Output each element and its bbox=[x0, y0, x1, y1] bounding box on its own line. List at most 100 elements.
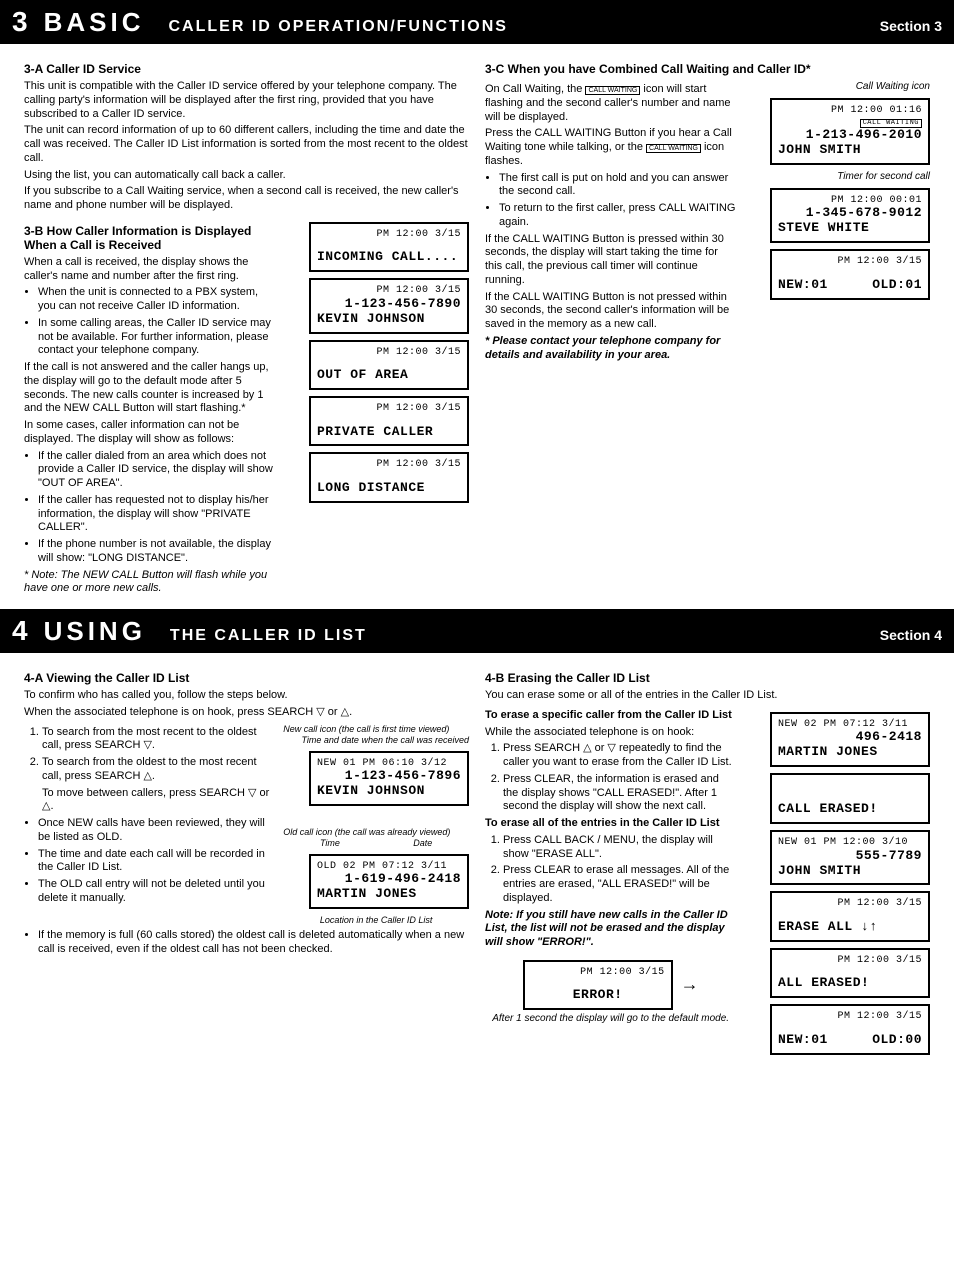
list-item: Press SEARCH △ or ▽ repeatedly to find t… bbox=[503, 742, 736, 770]
text: You can erase some or all of the entries… bbox=[485, 689, 930, 703]
list-item: If the caller has requested not to displ… bbox=[38, 494, 275, 535]
caption: Call Waiting icon bbox=[744, 81, 930, 92]
lcd-new-old-counter: PM 12:00 3/15 NEW:01 OLD:01 bbox=[770, 249, 930, 299]
lcd-name: MARTIN JONES bbox=[778, 745, 922, 760]
list-item: If the caller dialed from an area which … bbox=[38, 450, 275, 491]
caption: Location in the Caller ID List bbox=[283, 915, 469, 925]
heading-3b: 3-B How Caller Information is Displayed … bbox=[24, 224, 275, 252]
section-3-content: 3-A Caller ID Service This unit is compa… bbox=[0, 44, 954, 609]
lcd-number: 1-619-496-2418 bbox=[317, 872, 461, 887]
list-item: The OLD call entry will not be deleted u… bbox=[38, 878, 275, 906]
section-4-header: 4 USING THE CALLER ID LIST Section 4 bbox=[0, 609, 954, 653]
lcd-caller-info: PM 12:00 3/15 1-123-456-7890 KEVIN JOHNS… bbox=[309, 278, 469, 333]
text: On Call Waiting, the CALL WAITING icon w… bbox=[485, 83, 736, 124]
list-item: Press CLEAR, the information is erased a… bbox=[503, 773, 736, 814]
lcd-name: KEVIN JOHNSON bbox=[317, 784, 461, 799]
lcd-name: JOHN SMITH bbox=[778, 864, 922, 879]
lcd-top: PM 12:00 3/15 bbox=[778, 955, 922, 967]
section-3-left-col: 3-A Caller ID Service This unit is compa… bbox=[16, 54, 477, 599]
lcd-number: 1-123-456-7896 bbox=[317, 769, 461, 784]
text: To confirm who has called you, follow th… bbox=[24, 689, 469, 703]
lcd-top: PM 12:00 3/15 bbox=[778, 256, 922, 268]
lcd-line: OUT OF AREA bbox=[317, 368, 461, 383]
text: While the associated telephone is on hoo… bbox=[485, 726, 736, 740]
lcd-line: INCOMING CALL.... bbox=[317, 250, 461, 265]
heading-4a: 4-A Viewing the Caller ID List bbox=[24, 671, 469, 685]
text: When the associated telephone is on hook… bbox=[24, 706, 469, 720]
text: Using the list, you can automatically ca… bbox=[24, 169, 469, 183]
lcd-erase-target: NEW 02 PM 07:12 3/11 496-2418 MARTIN JON… bbox=[770, 712, 930, 767]
section-title: BASIC bbox=[44, 7, 145, 38]
lcd-long-distance: PM 12:00 3/15 LONG DISTANCE bbox=[309, 452, 469, 502]
lcd-incoming-call: PM 12:00 3/15 INCOMING CALL.... bbox=[309, 222, 469, 272]
text: If the call is not answered and the call… bbox=[24, 361, 275, 416]
list-item: To search from the most recent to the ol… bbox=[42, 726, 275, 754]
section-label: Section 4 bbox=[880, 627, 942, 643]
caption: Date bbox=[413, 838, 432, 848]
lcd-name: MARTIN JONES bbox=[317, 887, 461, 902]
lcd-top: PM 12:00 3/15 bbox=[778, 898, 922, 910]
list-item: To search from the oldest to the most re… bbox=[42, 756, 275, 784]
list-item: The time and date each call will be reco… bbox=[38, 848, 275, 876]
heading-3a: 3-A Caller ID Service bbox=[24, 62, 469, 76]
section-3-right-col: 3-C When you have Combined Call Waiting … bbox=[477, 54, 938, 599]
lcd-line: LONG DISTANCE bbox=[317, 481, 461, 496]
section-number: 4 bbox=[12, 615, 28, 647]
arrow-right-icon: → bbox=[681, 974, 699, 995]
subheading: To erase a specific caller from the Call… bbox=[485, 709, 736, 723]
text: If the CALL WAITING Button is pressed wi… bbox=[485, 233, 736, 288]
text: Press the CALL WAITING Button if you hea… bbox=[485, 127, 736, 168]
lcd-number: 555-7789 bbox=[778, 849, 922, 864]
caption: Timer for second call bbox=[744, 171, 930, 182]
lcd-old: OLD:00 bbox=[872, 1033, 922, 1048]
caption: Time and date when the call was received bbox=[283, 735, 469, 745]
heading-3c: 3-C When you have Combined Call Waiting … bbox=[485, 62, 930, 76]
list-item: Press CLEAR to erase all messages. All o… bbox=[503, 864, 736, 905]
section-subtitle: CALLER ID OPERATION/FUNCTIONS bbox=[168, 18, 879, 36]
text: To move between callers, press SEARCH ▽ … bbox=[42, 787, 275, 815]
caption: Time bbox=[320, 838, 340, 848]
subheading: To erase all of the entries in the Calle… bbox=[485, 817, 736, 831]
error-sequence: PM 12:00 3/15 ERROR! → After 1 second th… bbox=[485, 960, 736, 1026]
lcd-call-waiting-1: PM 12:00 01:16 CALL WAITING 1-213-496-20… bbox=[770, 98, 930, 165]
list-item: Press CALL BACK / MENU, the display will… bbox=[503, 834, 736, 862]
lcd-name: STEVE WHITE bbox=[778, 221, 922, 236]
lcd-new-call: NEW 01 PM 06:10 3/12 1-123-456-7896 KEVI… bbox=[309, 751, 469, 806]
heading-4b: 4-B Erasing the Caller ID List bbox=[485, 671, 930, 685]
list-item: The first call is put on hold and you ca… bbox=[499, 172, 736, 200]
lcd-top: PM 12:00 3/15 bbox=[317, 347, 461, 359]
list-item: In some calling areas, the Caller ID ser… bbox=[38, 317, 275, 358]
text: In some cases, caller information can no… bbox=[24, 419, 275, 447]
list-item: If the memory is full (60 calls stored) … bbox=[38, 929, 469, 957]
lcd-call-erased: CALL ERASED! bbox=[770, 773, 930, 824]
lcd-line: CALL ERASED! bbox=[778, 802, 922, 817]
lcd-old: OLD:01 bbox=[872, 278, 922, 293]
note: * Please contact your telephone company … bbox=[485, 335, 736, 363]
lcd-name: JOHN SMITH bbox=[778, 143, 922, 158]
lcd-next-call: NEW 01 PM 12:00 3/10 555-7789 JOHN SMITH bbox=[770, 830, 930, 885]
lcd-top: PM 12:00 3/15 bbox=[317, 459, 461, 471]
lcd-number: 1-213-496-2010 bbox=[778, 128, 922, 143]
section-4-content: 4-A Viewing the Caller ID List To confir… bbox=[0, 653, 954, 1071]
lcd-private-caller: PM 12:00 3/15 PRIVATE CALLER bbox=[309, 396, 469, 446]
section-number: 3 bbox=[12, 6, 28, 38]
list-item: Once NEW calls have been reviewed, they … bbox=[38, 817, 275, 845]
lcd-all-erased: PM 12:00 3/15 ALL ERASED! bbox=[770, 948, 930, 998]
lcd-top: PM 12:00 3/15 bbox=[317, 229, 461, 241]
list-item: If the phone number is not available, th… bbox=[38, 538, 275, 566]
lcd-top: PM 12:00 3/15 bbox=[778, 1011, 922, 1023]
note: * Note: The NEW CALL Button will flash w… bbox=[24, 569, 275, 597]
lcd-out-of-area: PM 12:00 3/15 OUT OF AREA bbox=[309, 340, 469, 390]
lcd-line: PRIVATE CALLER bbox=[317, 425, 461, 440]
lcd-error: PM 12:00 3/15 ERROR! bbox=[523, 960, 673, 1010]
section-4-left-col: 4-A Viewing the Caller ID List To confir… bbox=[16, 663, 477, 1061]
lcd-top: PM 12:00 3/15 bbox=[317, 285, 461, 297]
lcd-erase-all: PM 12:00 3/15 ERASE ALL ↓↑ bbox=[770, 891, 930, 941]
text: When a call is received, the display sho… bbox=[24, 256, 275, 284]
list-item: When the unit is connected to a PBX syst… bbox=[38, 286, 275, 314]
caption: After 1 second the display will go to th… bbox=[485, 1013, 736, 1026]
lcd-new: NEW:01 bbox=[778, 278, 828, 293]
text: If you subscribe to a Call Waiting servi… bbox=[24, 185, 469, 213]
text: This unit is compatible with the Caller … bbox=[24, 80, 469, 121]
call-waiting-icon: CALL WAITING bbox=[585, 86, 640, 95]
